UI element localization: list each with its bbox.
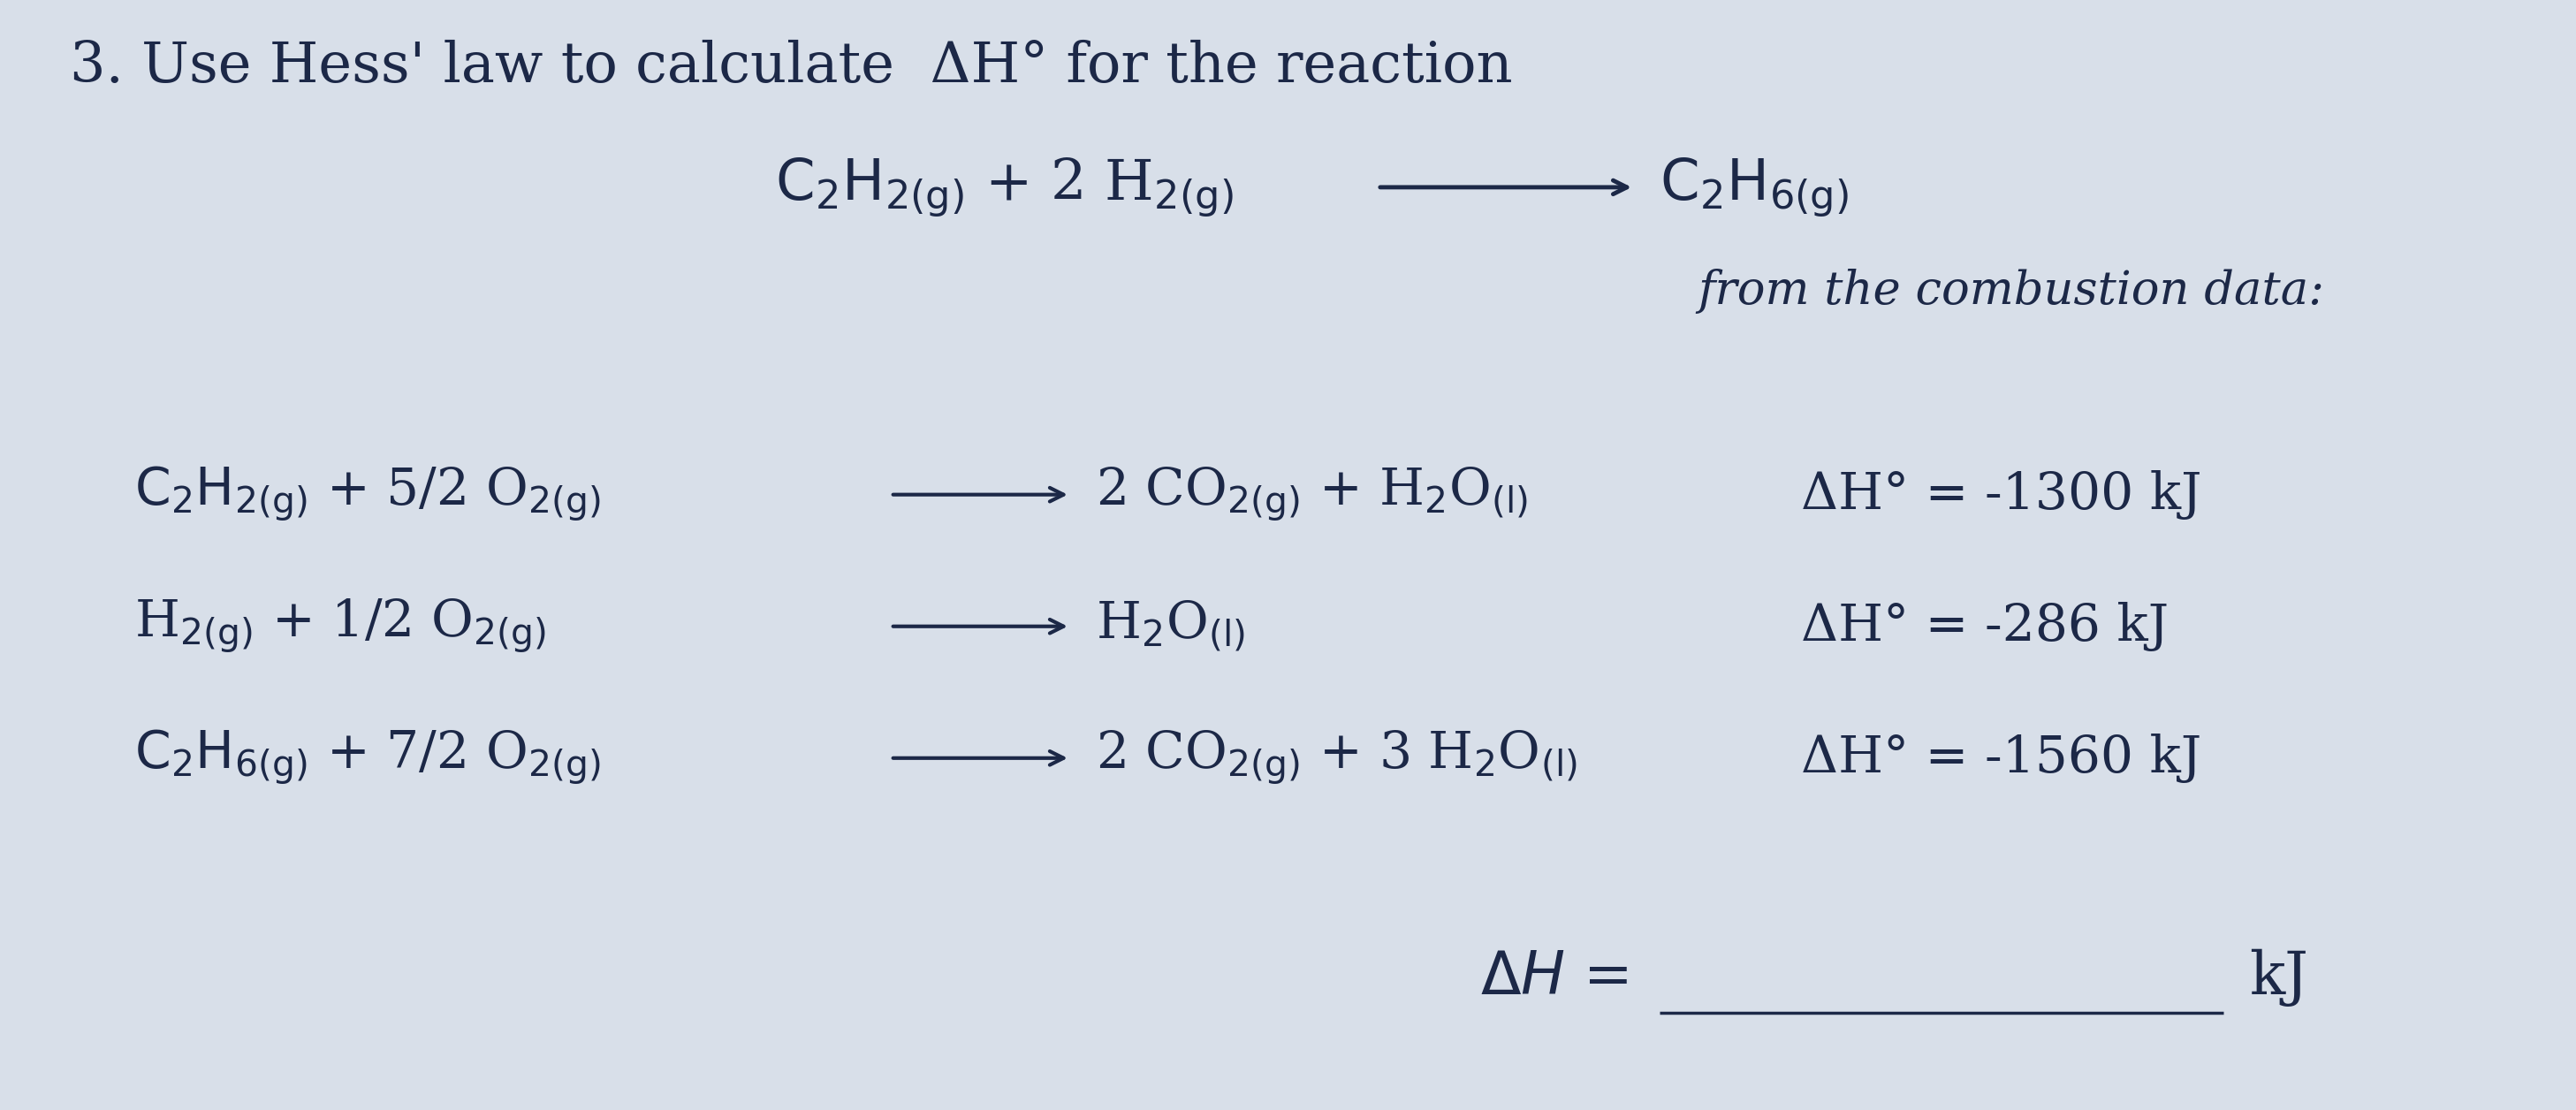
Text: from the combustion data:: from the combustion data: — [1698, 269, 2324, 314]
Text: $\mathrm{C_2H_{6(g)}}$: $\mathrm{C_2H_{6(g)}}$ — [1659, 155, 1850, 219]
Text: H$_2$O$_\mathrm{(l)}$: H$_2$O$_\mathrm{(l)}$ — [1095, 599, 1244, 654]
Text: H$_\mathrm{2(g)}$ + 1/2 O$_\mathrm{2(g)}$: H$_\mathrm{2(g)}$ + 1/2 O$_\mathrm{2(g)}… — [134, 597, 546, 656]
Text: kJ: kJ — [2249, 949, 2308, 1007]
Text: ΔH° = -286 kJ: ΔH° = -286 kJ — [1801, 602, 2169, 652]
Text: 3. Use Hess' law to calculate  ΔH° for the reaction: 3. Use Hess' law to calculate ΔH° for th… — [70, 40, 1512, 93]
Text: 2 CO$_\mathrm{2(g)}$ + 3 H$_2$O$_\mathrm{(l)}$: 2 CO$_\mathrm{2(g)}$ + 3 H$_2$O$_\mathrm… — [1095, 729, 1577, 787]
Text: $\Delta H$ =: $\Delta H$ = — [1481, 949, 1628, 1007]
Text: 2 CO$_\mathrm{2(g)}$ + H$_2$O$_\mathrm{(l)}$: 2 CO$_\mathrm{2(g)}$ + H$_2$O$_\mathrm{(… — [1095, 465, 1528, 524]
Text: $\mathrm{C_2H_{6(g)}}$ + 7/2 O$_\mathrm{2(g)}$: $\mathrm{C_2H_{6(g)}}$ + 7/2 O$_\mathrm{… — [134, 728, 600, 788]
Text: ΔH° = -1560 kJ: ΔH° = -1560 kJ — [1801, 734, 2202, 783]
Text: $\mathrm{C_2H_{2(g)}}$ + 5/2 O$_\mathrm{2(g)}$: $\mathrm{C_2H_{2(g)}}$ + 5/2 O$_\mathrm{… — [134, 465, 600, 524]
Text: ΔH° = -1300 kJ: ΔH° = -1300 kJ — [1801, 470, 2202, 519]
Text: $\mathrm{C_2H_{2(g)}}$ + 2 H$_\mathrm{2(g)}$: $\mathrm{C_2H_{2(g)}}$ + 2 H$_\mathrm{2(… — [775, 155, 1234, 219]
